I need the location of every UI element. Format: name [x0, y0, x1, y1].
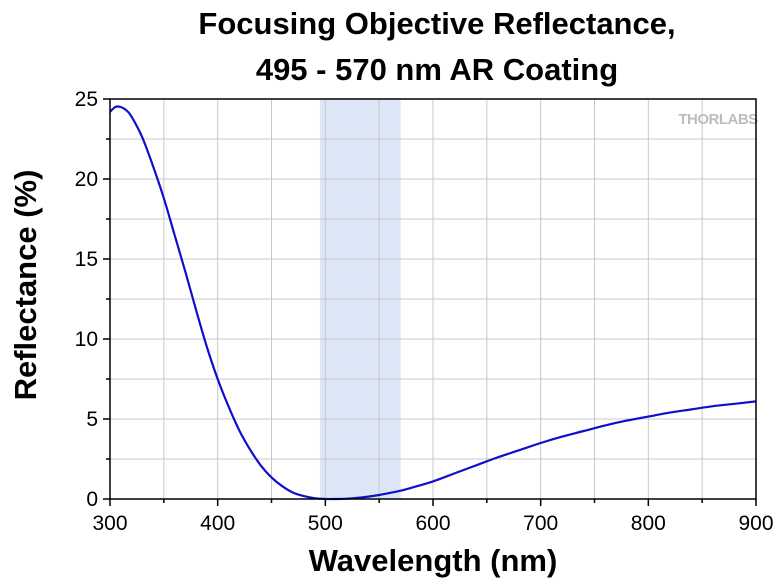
- chart-title-line1: Focusing Objective Reflectance,: [198, 6, 675, 41]
- x-tick-label: 300: [92, 512, 127, 535]
- thorlabs-logo: THORLABS: [678, 111, 758, 128]
- y-tick-label: 20: [75, 168, 98, 191]
- grid-lines: [110, 99, 756, 499]
- x-tick-label: 400: [200, 512, 235, 535]
- x-tick-label: 900: [738, 512, 773, 535]
- y-tick-label: 10: [75, 328, 98, 351]
- x-tick-label: 800: [631, 512, 666, 535]
- axis-ticks: [103, 98, 757, 506]
- y-axis-label: Reflectance (%): [8, 170, 43, 401]
- x-tick-label: 700: [523, 512, 558, 535]
- y-tick-label: 5: [86, 408, 98, 431]
- y-tick-label: 0: [86, 488, 98, 511]
- x-tick-label: 500: [308, 512, 343, 535]
- chart-title-line2: 495 - 570 nm AR Coating: [256, 52, 618, 87]
- y-tick-label: 15: [75, 248, 98, 271]
- y-tick-labels: 0 5 10 15 20 25: [75, 88, 98, 511]
- plot-area: THORLABS: [103, 98, 759, 506]
- x-tick-labels: 300 400 500 600 700 800 900: [92, 512, 773, 535]
- x-tick-label: 600: [415, 512, 450, 535]
- y-tick-label: 25: [75, 88, 98, 111]
- x-axis-label: Wavelength (nm): [309, 543, 558, 578]
